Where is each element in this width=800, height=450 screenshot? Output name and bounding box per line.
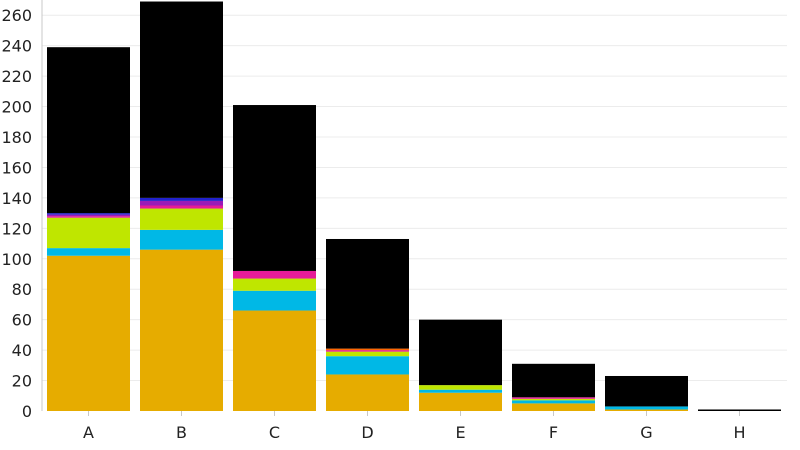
- x-tick-label: G: [640, 423, 652, 442]
- x-tick-label: H: [733, 423, 745, 442]
- bar-segment-C-s4: [233, 270, 316, 279]
- bar-segment-F-s8: [512, 363, 595, 398]
- bar-segment-G-s8: [605, 375, 688, 407]
- x-tick-label: B: [176, 423, 187, 442]
- bar-segment-F-s2: [512, 400, 595, 404]
- bar-segment-A-s6: [47, 213, 130, 215]
- bar-segment-A-s1: [47, 255, 130, 411]
- bar-segment-A-s8: [47, 47, 130, 214]
- bar-segment-H-s8: [698, 409, 781, 411]
- bar-segment-E-s8: [419, 319, 502, 386]
- y-tick-label: 0: [22, 402, 32, 421]
- y-tick-label: 20: [12, 372, 32, 391]
- bar-segment-A-s4: [47, 216, 130, 218]
- bar-segment-D-s7: [326, 348, 409, 351]
- bar-segment-C-s2: [233, 290, 316, 311]
- bars: [47, 1, 781, 411]
- bar-segment-D-s8: [326, 238, 409, 349]
- y-tick-label: 120: [1, 219, 32, 238]
- bar-segment-E-s3: [419, 385, 502, 390]
- bar-segment-D-s4: [326, 350, 409, 352]
- bar-segment-D-s3: [326, 351, 409, 357]
- bar-segment-B-s1: [140, 249, 223, 411]
- bar-segment-A-s2: [47, 248, 130, 256]
- y-tick-label: 240: [1, 37, 32, 56]
- y-tick-label: 160: [1, 158, 32, 177]
- bar-segment-B-s2: [140, 229, 223, 250]
- bar-segment-D-s2: [326, 356, 409, 375]
- bar-segment-G-s1: [605, 409, 688, 411]
- bar-segment-A-s3: [47, 217, 130, 249]
- bar-segment-B-s8: [140, 1, 223, 198]
- x-tick-label: C: [269, 423, 280, 442]
- x-tick-label: F: [549, 423, 558, 442]
- bar-segment-C-s3: [233, 278, 316, 291]
- y-tick-label: 260: [1, 6, 32, 25]
- y-tick-label: 80: [12, 280, 32, 299]
- bar-segment-C-s8: [233, 105, 316, 271]
- bar-segment-A-s5: [47, 214, 130, 217]
- bar-segment-D-s1: [326, 374, 409, 411]
- bar-segment-B-s3: [140, 208, 223, 230]
- bar-segment-E-s1: [419, 392, 502, 411]
- y-tick-label: 40: [12, 341, 32, 360]
- x-tick-label: E: [455, 423, 465, 442]
- bar-segment-E-s2: [419, 389, 502, 393]
- y-tick-label: 180: [1, 128, 32, 147]
- bar-segment-G-s2: [605, 406, 688, 410]
- y-tick-label: 220: [1, 67, 32, 86]
- y-tick-label: 140: [1, 189, 32, 208]
- x-axis: A B C D E F G H: [83, 411, 746, 442]
- x-tick-label: A: [83, 423, 94, 442]
- bar-segment-B-s6: [140, 197, 223, 201]
- bar-segment-F-s1: [512, 403, 595, 411]
- bar-segment-B-s4: [140, 205, 223, 209]
- y-tick-label: 60: [12, 311, 32, 330]
- y-tick-label: 200: [1, 98, 32, 117]
- bar-segment-F-s3: [512, 398, 595, 401]
- bar-segment-B-s5: [140, 200, 223, 206]
- bar-segment-C-s1: [233, 310, 316, 411]
- y-tick-label: 100: [1, 250, 32, 269]
- bar-segment-F-s4: [512, 397, 595, 399]
- x-tick-label: D: [361, 423, 373, 442]
- y-axis: 0 20 40 60 80 100 120 140 160 180 200 220 240 260: [1, 0, 43, 421]
